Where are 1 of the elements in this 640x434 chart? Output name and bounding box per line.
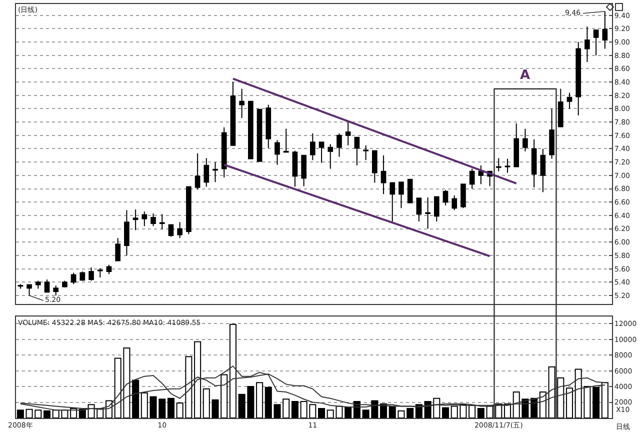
annotation: A	[520, 68, 530, 83]
